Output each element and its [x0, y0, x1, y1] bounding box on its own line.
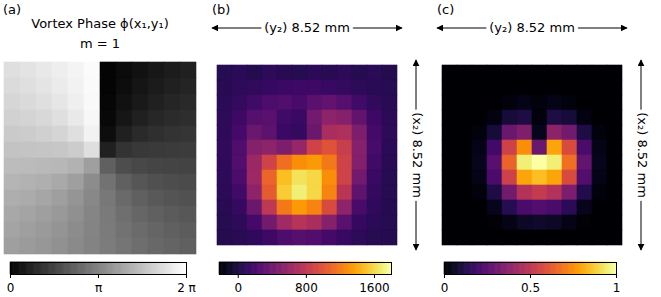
svg-text:(c): (c) — [437, 2, 454, 17]
svg-text:(y₂) 8.52 mm: (y₂) 8.52 mm — [264, 20, 350, 35]
svg-text:0: 0 — [441, 281, 449, 295]
svg-text:(x₂) 8.52 mm: (x₂) 8.52 mm — [635, 112, 650, 198]
svg-text:(y₂) 8.52 mm: (y₂) 8.52 mm — [489, 20, 575, 35]
svg-text:(x₂) 8.52 mm: (x₂) 8.52 mm — [410, 112, 425, 198]
svg-text:2 π: 2 π — [177, 281, 196, 295]
svg-text:1: 1 — [613, 281, 621, 295]
svg-text:π: π — [95, 281, 102, 295]
svg-text:m = 1: m = 1 — [80, 36, 120, 51]
svg-text:1600: 1600 — [359, 281, 390, 295]
svg-text:(a): (a) — [3, 2, 21, 17]
svg-text:0.5: 0.5 — [521, 281, 540, 295]
svg-text:0: 0 — [7, 281, 15, 295]
svg-text:0: 0 — [234, 281, 242, 295]
svg-text:800: 800 — [295, 281, 318, 295]
svg-text:(b): (b) — [212, 2, 230, 17]
svg-text:Vortex Phase ϕ(x₁,y₁): Vortex Phase ϕ(x₁,y₁) — [31, 16, 168, 31]
